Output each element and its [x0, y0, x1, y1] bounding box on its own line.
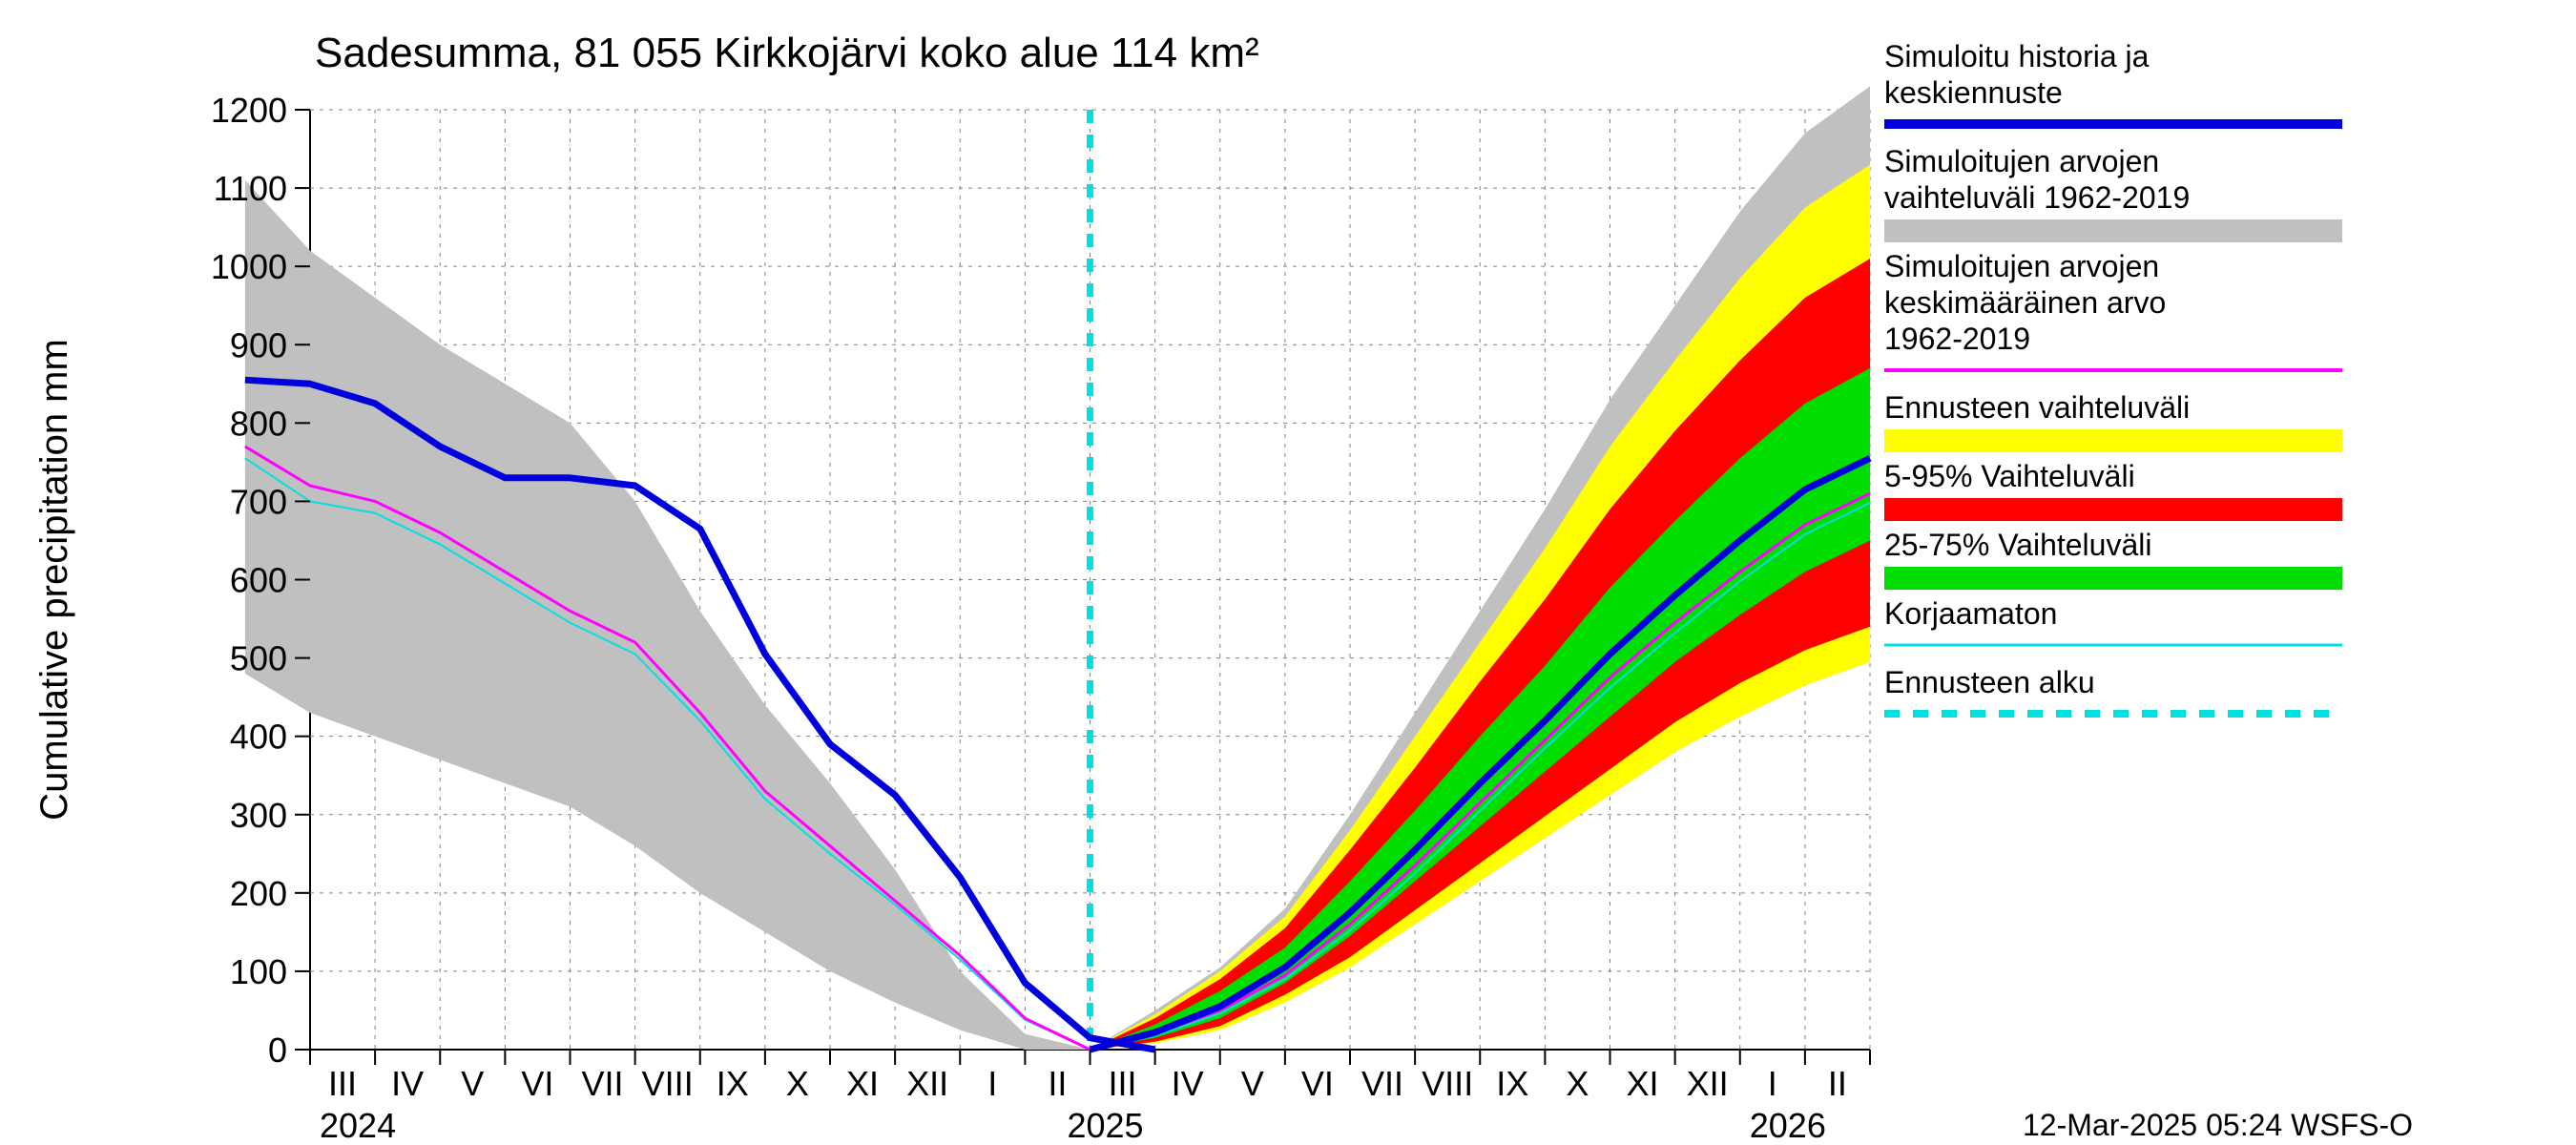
footer-timestamp: 12-Mar-2025 05:24 WSFS-O	[2023, 1108, 2413, 1142]
svg-text:1000: 1000	[211, 247, 287, 286]
svg-text:V: V	[461, 1064, 484, 1103]
svg-text:XI: XI	[1627, 1064, 1659, 1103]
svg-text:VIII: VIII	[642, 1064, 694, 1103]
svg-text:25-75% Vaihteluväli: 25-75% Vaihteluväli	[1884, 528, 2151, 562]
svg-text:Simuloitujen arvojen: Simuloitujen arvojen	[1884, 144, 2159, 178]
svg-text:2025: 2025	[1067, 1106, 1143, 1145]
svg-text:100: 100	[230, 952, 287, 991]
svg-text:XII: XII	[906, 1064, 948, 1103]
svg-text:X: X	[1566, 1064, 1589, 1103]
svg-text:Simuloitujen arvojen: Simuloitujen arvojen	[1884, 249, 2159, 283]
svg-text:5-95% Vaihteluväli: 5-95% Vaihteluväli	[1884, 459, 2135, 493]
precipitation-chart: Sadesumma, 81 055 Kirkkojärvi koko alue …	[0, 0, 2576, 1145]
svg-text:keskiennuste: keskiennuste	[1884, 75, 2063, 110]
legend: Simuloitu historia jakeskiennuste Simuloi…	[1884, 39, 2342, 714]
svg-text:0: 0	[268, 1030, 287, 1070]
svg-text:IX: IX	[717, 1064, 749, 1103]
svg-text:IV: IV	[391, 1064, 424, 1103]
svg-text:I: I	[1768, 1064, 1777, 1103]
x-axis: IIIIVVVIVIIVIIIIXXXIXIIIIIIIIIVVVIVIIVII…	[310, 1050, 1870, 1145]
svg-text:300: 300	[230, 796, 287, 835]
svg-text:IV: IV	[1172, 1064, 1204, 1103]
svg-text:1200: 1200	[211, 91, 287, 130]
svg-text:Ennusteen vaihteluväli: Ennusteen vaihteluväli	[1884, 390, 2190, 425]
svg-text:Ennusteen alku: Ennusteen alku	[1884, 665, 2095, 699]
svg-text:VII: VII	[1361, 1064, 1403, 1103]
svg-text:II: II	[1828, 1064, 1847, 1103]
svg-text:900: 900	[230, 325, 287, 364]
svg-text:200: 200	[230, 874, 287, 913]
svg-text:1100: 1100	[214, 169, 287, 208]
svg-text:1962-2019: 1962-2019	[1884, 322, 2030, 356]
svg-text:700: 700	[230, 482, 287, 521]
svg-text:600: 600	[230, 561, 287, 600]
svg-text:X: X	[786, 1064, 809, 1103]
svg-text:500: 500	[230, 639, 287, 678]
svg-text:VIII: VIII	[1422, 1064, 1473, 1103]
svg-text:Korjaamaton: Korjaamaton	[1884, 596, 2057, 631]
chart-title: Sadesumma, 81 055 Kirkkojärvi koko alue …	[315, 30, 1259, 76]
uncertainty-bands	[245, 86, 1870, 1050]
svg-text:III: III	[1109, 1064, 1137, 1103]
svg-text:2024: 2024	[320, 1106, 396, 1145]
y-axis-label: Cumulative precipitation mm	[33, 339, 75, 821]
svg-text:vaihteluväli 1962-2019: vaihteluväli 1962-2019	[1884, 180, 2190, 215]
svg-text:V: V	[1241, 1064, 1264, 1103]
svg-text:I: I	[987, 1064, 997, 1103]
svg-text:VI: VI	[1301, 1064, 1334, 1103]
svg-text:Simuloitu historia ja: Simuloitu historia ja	[1884, 39, 2150, 73]
svg-text:400: 400	[230, 718, 287, 757]
svg-text:XI: XI	[846, 1064, 879, 1103]
svg-text:XII: XII	[1687, 1064, 1729, 1103]
svg-text:II: II	[1048, 1064, 1067, 1103]
svg-text:VII: VII	[582, 1064, 624, 1103]
svg-text:800: 800	[230, 404, 287, 443]
svg-text:keskimääräinen arvo: keskimääräinen arvo	[1884, 285, 2166, 320]
svg-text:VI: VI	[521, 1064, 553, 1103]
svg-text:IX: IX	[1496, 1064, 1528, 1103]
svg-text:2026: 2026	[1750, 1106, 1826, 1145]
svg-text:III: III	[328, 1064, 357, 1103]
